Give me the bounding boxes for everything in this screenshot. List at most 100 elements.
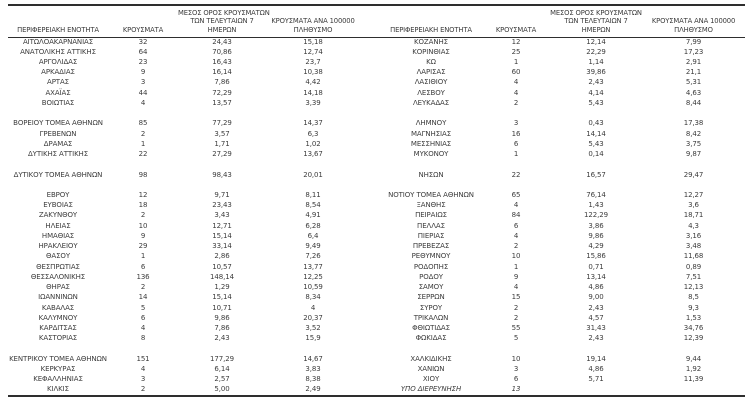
value-cell: 3,39 [305, 98, 321, 107]
value-cell: 4 [140, 324, 146, 333]
value-cell [546, 159, 646, 169]
region-name-cell: ΓΡΕΒΕΝΩΝ [39, 129, 77, 138]
value-cell: 29 [138, 242, 148, 251]
table-row: ΡΟΔΟΠΗΣ 1 0,71 0,89 [376, 262, 741, 272]
value-cell: 2,57 [214, 375, 230, 384]
value-cell: 18 [138, 201, 148, 210]
value-cell: 8,11 [305, 190, 321, 199]
column-header-per-100000: ΚΡΟΥΣΜΑΤΑ ΑΝΑ 100000 ΠΛΗΘΥΣΜΟ [646, 5, 741, 37]
region-name-cell: ΠΙΕΡΙΑΣ [417, 231, 445, 240]
header-line: ΠΛΗΘΥΣΜΟ [293, 25, 333, 34]
value-cell: 13,14 [586, 272, 606, 281]
value-cell: 12,74 [303, 47, 323, 56]
value-cell: 8,54 [305, 201, 321, 210]
value-cell: 5 [513, 334, 519, 343]
value-cell: 84 [511, 211, 521, 220]
value-cell: 4,3 [688, 221, 699, 230]
spacer-row [8, 108, 360, 118]
header-line: ΤΩΝ ΤΕΛΕΥΤΑΙΩΝ 7 [190, 17, 254, 26]
value-cell: 15,86 [586, 252, 606, 261]
value-cell: 6,3 [307, 129, 319, 138]
header-line: ΠΕΡΙΦΕΡΕΙΑΚΗ ΕΝΟΤΗΤΑ [17, 25, 99, 34]
region-name-cell: ΞΑΝΘΗΣ [416, 201, 446, 210]
value-cell: 12,25 [303, 272, 323, 281]
value-cell: 70,86 [212, 47, 232, 56]
region-name-cell: ΦΘΙΩΤΙΔΑΣ [412, 324, 450, 333]
value-cell: 14,37 [303, 119, 323, 128]
value-cell: 8,34 [305, 293, 321, 302]
region-name-cell: ΦΩΚΙΔΑΣ [415, 334, 447, 343]
value-cell: 1,43 [588, 201, 604, 210]
value-cell: 9,86 [214, 313, 230, 322]
value-cell: 76,14 [586, 190, 606, 199]
value-cell: 13 [511, 385, 521, 394]
value-cell: 6 [513, 221, 519, 230]
value-cell: 4 [140, 98, 146, 107]
region-name-cell: ΚΑΒΑΛΑΣ [41, 303, 75, 312]
region-name-cell: ΜΑΓΝΗΣΙΑΣ [410, 129, 452, 138]
region-name-cell: ΗΡΑΚΛΕΙΟΥ [38, 242, 78, 251]
value-cell: 1,92 [685, 364, 702, 373]
value-cell: 3,52 [305, 324, 321, 333]
table-row: ΘΕΣΠΡΩΤΙΑΣ 6 10,57 13,77 [8, 262, 360, 272]
spacer-row [376, 108, 741, 118]
value-cell: 23,7 [305, 57, 321, 66]
value-cell [486, 343, 546, 353]
value-cell: 98,43 [212, 170, 232, 179]
value-cell: 15,18 [303, 37, 323, 46]
value-cell [266, 343, 360, 353]
value-cell: 1 [513, 150, 519, 159]
table-row: ΚΟΖΑΝΗΣ 12 12,14 7,99 [376, 37, 741, 47]
value-cell: 14 [138, 293, 148, 302]
value-cell: 1 [140, 139, 146, 148]
value-cell: 12 [511, 37, 521, 46]
value-cell [178, 343, 266, 353]
value-cell [546, 108, 646, 118]
table-body-left: ΑΙΤΩΛΟΑΚΑΡΝΑΝΙΑΣ 32 24,43 15,18 ΑΝΑΤΟΛΙΚΗΣ Α… [8, 37, 360, 395]
value-cell: 14,67 [303, 354, 323, 363]
table-row: ΝΗΣΩΝ 22 16,57 29,47 [376, 170, 741, 180]
value-cell: 2,43 [588, 334, 604, 343]
table-row: ΒΟΡΕΙΟΥ ΤΟΜΕΑ ΑΘΗΝΩΝ 85 77,29 14,37 [8, 118, 360, 128]
value-cell: 16 [511, 129, 521, 138]
value-cell: 22 [511, 170, 521, 179]
table-row: ΛΕΥΚΑΔΑΣ 2 5,43 8,44 [376, 98, 741, 108]
value-cell: 3,43 [214, 211, 230, 220]
value-cell [178, 180, 266, 190]
value-cell: 4,86 [588, 283, 604, 292]
value-cell: 2 [513, 242, 519, 251]
value-cell: 7,51 [685, 272, 702, 281]
table-row: ΜΥΚΟΝΟΥ 1 0,14 9,87 [376, 149, 741, 159]
value-cell: 136 [136, 272, 150, 281]
value-cell: 8,38 [305, 375, 321, 384]
value-cell: 9 [513, 272, 519, 281]
value-cell: 3,83 [305, 364, 321, 373]
header-line: ΚΡΟΥΣΜΑΤΑ [495, 25, 537, 34]
bottom-border-line [8, 395, 745, 398]
value-cell: 3,86 [588, 221, 604, 230]
value-cell: 11,68 [683, 252, 704, 261]
value-cell [108, 180, 178, 190]
region-name-cell: ΘΕΣΠΡΩΤΙΑΣ [36, 262, 80, 271]
region-name-cell: ΛΗΜΝΟΥ [415, 119, 447, 128]
table-row: ΠΕΙΡΑΙΩΣ 84 122,29 18,71 [376, 210, 741, 220]
region-name-cell: ΡΟΔΟΠΗΣ [413, 262, 449, 271]
table-row: ΚΟΡΙΝΘΙΑΣ 25 22,29 17,23 [376, 47, 741, 57]
table-row: ΤΡΙΚΑΛΩΝ 2 4,57 1,53 [376, 313, 741, 323]
value-cell: 17,23 [683, 47, 704, 56]
region-name-cell: ΛΑΡΙΣΑΣ [416, 68, 446, 77]
table-row: ΚΙΛΚΙΣ 2 5,00 2,49 [8, 384, 360, 394]
region-name-cell [376, 108, 486, 118]
value-cell: 29,47 [683, 170, 704, 179]
value-cell [486, 180, 546, 190]
table-header-right: ΠΕΡΙΦΕΡΕΙΑΚΗ ΕΝΟΤΗΤΑ ΚΡΟΥΣΜΑΤΑ ΜΕΣΟΣ ΟΡΟ… [376, 5, 741, 37]
value-cell: 12,39 [683, 334, 704, 343]
value-cell: 16,43 [212, 57, 232, 66]
region-name-cell: ΜΥΚΟΝΟΥ [413, 150, 449, 159]
value-cell: 1,71 [214, 139, 230, 148]
header-line: ΜΕΣΟΣ ΟΡΟΣ ΚΡΟΥΣΜΑΤΩΝ [550, 8, 642, 17]
value-cell: 13,67 [303, 150, 323, 159]
value-cell: 4,86 [588, 364, 604, 373]
value-cell: 8 [140, 334, 146, 343]
